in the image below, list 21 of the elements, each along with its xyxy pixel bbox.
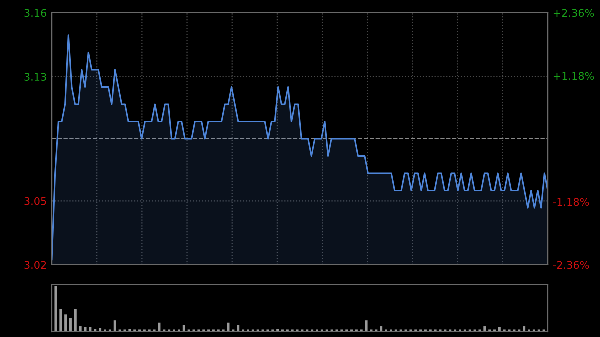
y-tick-label: 3.16	[24, 9, 46, 18]
bar	[54, 286, 58, 332]
y-tick-label: 3.13	[24, 73, 46, 81]
bar	[237, 325, 240, 332]
bar	[523, 326, 526, 332]
bar	[79, 326, 82, 332]
y2-tick-label: -2.36%	[553, 261, 590, 270]
bar	[60, 309, 62, 332]
y-tick-label: 3.02	[24, 261, 46, 270]
bar	[70, 318, 72, 332]
bar	[484, 326, 486, 332]
y2-tick-label: -1.18%	[553, 198, 590, 206]
bar	[182, 325, 186, 332]
bar	[74, 309, 77, 332]
bar	[365, 320, 368, 332]
bar	[380, 326, 383, 332]
bar	[114, 320, 116, 332]
y-tick-label: 3.05	[24, 197, 46, 206]
y2-tick-label: +2.36%	[554, 9, 594, 18]
bar	[64, 314, 68, 332]
y2-tick-label: +1.18%	[554, 72, 594, 80]
